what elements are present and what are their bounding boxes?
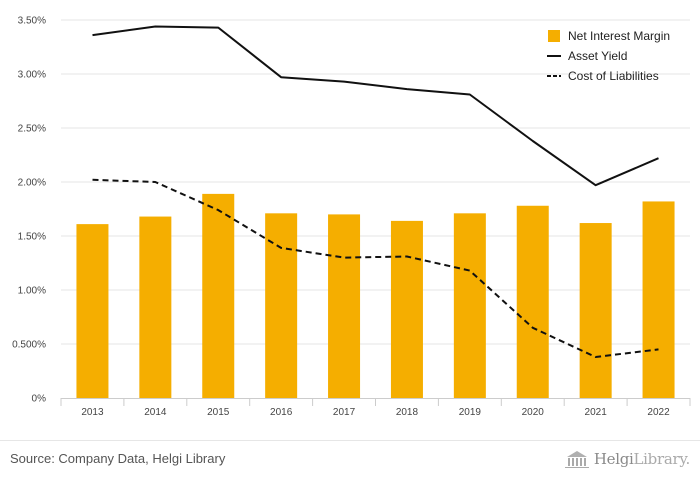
legend-label: Net Interest Margin: [568, 29, 670, 43]
bar: [453, 213, 486, 398]
source-note: Source: Company Data, Helgi Library: [10, 451, 226, 466]
bar: [328, 214, 361, 398]
bar: [390, 220, 423, 398]
x-tick-label: 2013: [81, 407, 104, 418]
x-tick-label: 2022: [647, 407, 670, 418]
legend-swatch-bar: [548, 30, 560, 42]
legend-label: Asset Yield: [568, 49, 627, 63]
legend-label: Cost of Liabilities: [568, 69, 659, 83]
x-tick-label: 2017: [333, 407, 356, 418]
bar: [642, 201, 675, 398]
bar: [76, 224, 109, 398]
y-tick-label: 0%: [32, 394, 47, 405]
y-axis-ticks: 0% 0.500% 1.00% 1.50% 2.00% 2.50% 3.00% 3.50%: [12, 16, 46, 405]
bar: [139, 216, 172, 398]
series-line-asset-yield: [92, 25, 659, 187]
y-tick-label: 0.500%: [12, 340, 46, 351]
y-tick-label: 3.00%: [18, 70, 46, 81]
y-tick-label: 1.00%: [18, 286, 46, 297]
x-tick-label: 2016: [270, 407, 293, 418]
y-tick-label: 3.50%: [18, 16, 46, 27]
chart: 0% 0.500% 1.00% 1.50% 2.00% 2.50% 3.00% 3.50% 2…: [12, 16, 691, 418]
bar: [202, 193, 235, 398]
brand-wordmark: HelgiLibrary.: [594, 450, 690, 468]
x-tick-label: 2015: [207, 407, 230, 418]
series-line-cost-of-liabilities: [92, 178, 659, 358]
x-tick-label: 2019: [459, 407, 482, 418]
library-building-icon: [564, 451, 589, 468]
bars-net-interest-margin: [76, 193, 675, 398]
bar: [579, 223, 612, 398]
brand-word-helgi: Helgi: [593, 450, 634, 468]
x-axis: 2013 2014 2015 2016 2017 2018 2019 2020 2021 2022: [60, 398, 691, 418]
legend: Net Interest Margin Asset Yield Cost of Li…: [547, 29, 670, 83]
bar: [516, 205, 549, 398]
y-tick-label: 2.50%: [18, 124, 46, 135]
bar: [265, 213, 298, 398]
x-tick-label: 2021: [585, 407, 608, 418]
y-tick-label: 2.00%: [18, 178, 46, 189]
x-tick-label: 2014: [144, 407, 167, 418]
y-tick-label: 1.50%: [18, 232, 46, 243]
brand-word-library: Library.: [633, 450, 691, 468]
footer-divider: [0, 440, 700, 441]
x-tick-label: 2018: [396, 407, 419, 418]
helgi-library-logo: HelgiLibrary.: [564, 449, 690, 469]
series-lines: [92, 25, 659, 358]
x-tick-label: 2020: [522, 407, 545, 418]
